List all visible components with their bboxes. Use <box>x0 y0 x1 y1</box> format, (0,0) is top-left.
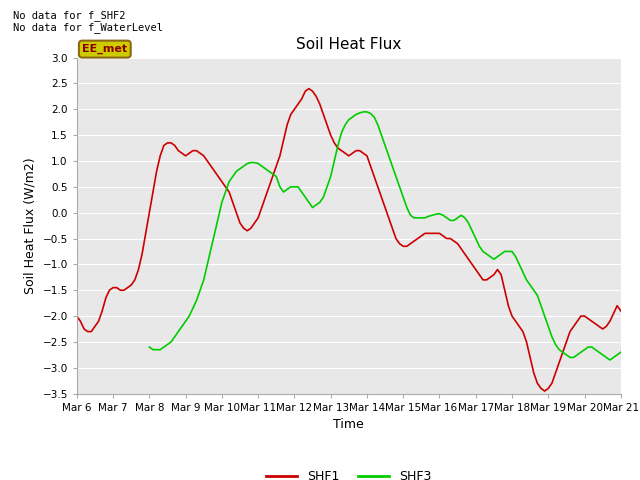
Legend: SHF1, SHF3: SHF1, SHF3 <box>261 465 437 480</box>
SHF3 <box>360 109 367 115</box>
Y-axis label: Soil Heat Flux (W/m2): Soil Heat Flux (W/m2) <box>24 157 37 294</box>
SHF3 <box>189 305 196 311</box>
SHF1 <box>73 313 81 319</box>
X-axis label: Time: Time <box>333 418 364 431</box>
SHF3 <box>145 344 153 350</box>
SHF3 <box>617 349 625 355</box>
Text: EE_met: EE_met <box>82 44 127 54</box>
SHF1 <box>617 308 625 314</box>
SHF3 <box>508 249 516 254</box>
SHF3 <box>606 357 614 363</box>
SHF3 <box>388 163 396 169</box>
SHF1 <box>341 150 349 156</box>
SHF3 <box>294 184 302 190</box>
SHF1 <box>458 246 465 252</box>
Text: No data for f_SHF2
No data for f_WaterLevel: No data for f_SHF2 No data for f_WaterLe… <box>13 10 163 33</box>
Line: SHF3: SHF3 <box>149 112 621 360</box>
SHF1 <box>265 184 273 190</box>
SHF1 <box>421 230 429 236</box>
SHF1 <box>613 303 621 309</box>
SHF1 <box>305 86 313 92</box>
SHF3 <box>319 194 327 200</box>
Title: Soil Heat Flux: Soil Heat Flux <box>296 37 401 52</box>
SHF1 <box>541 388 548 394</box>
SHF1 <box>406 241 414 247</box>
SHF3 <box>330 158 338 164</box>
Line: SHF1: SHF1 <box>77 89 621 391</box>
